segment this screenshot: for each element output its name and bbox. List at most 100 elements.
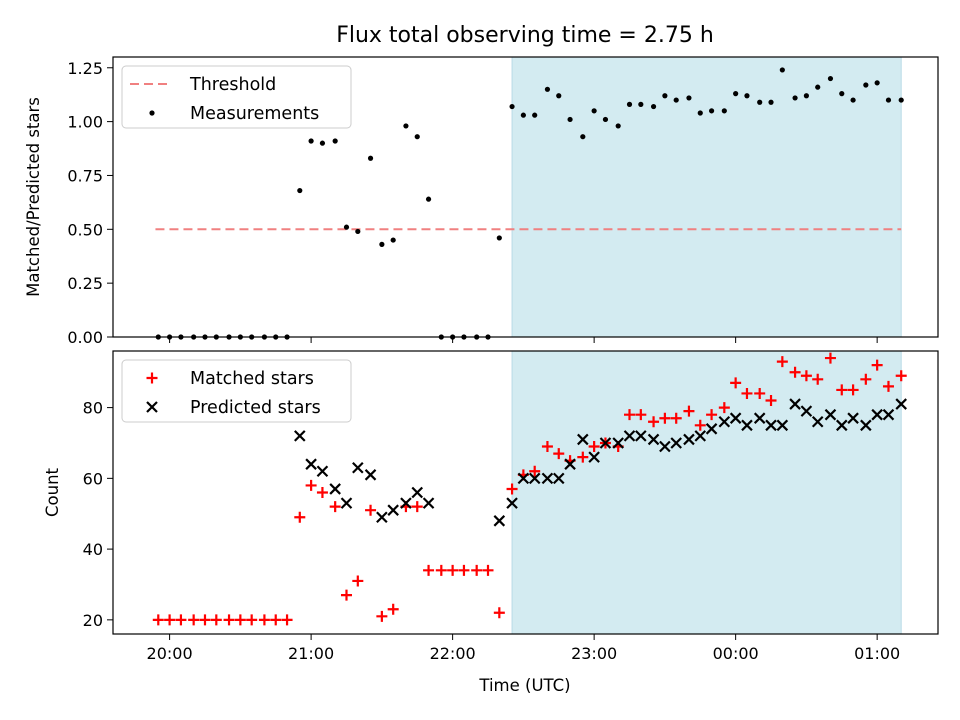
predicted-point	[623, 430, 636, 442]
legend-label: Measurements	[190, 104, 319, 124]
matched-point	[824, 352, 836, 364]
axes-frame	[112, 350, 939, 635]
matched-point	[164, 614, 176, 626]
predicted-point	[871, 408, 883, 421]
predicted-point	[411, 486, 424, 499]
predicted-point	[882, 408, 895, 421]
predicted-point	[294, 430, 306, 442]
predicted-point	[895, 398, 907, 410]
predicted-point	[493, 515, 506, 527]
y-tick-label: 1.25	[67, 59, 103, 78]
measurement-point	[379, 241, 385, 247]
measurement-point	[697, 110, 703, 116]
measurement-point	[520, 112, 526, 118]
matched-point	[210, 614, 222, 626]
x-tick-label: 21:00	[288, 644, 334, 663]
matched-point	[706, 409, 718, 421]
matched-point	[506, 483, 518, 495]
measurement-point	[839, 91, 845, 97]
predicted-point	[506, 497, 518, 509]
x-tick-label: 00:00	[713, 644, 759, 663]
predicted-point	[541, 472, 554, 485]
predicted-point	[705, 423, 718, 435]
measurement-point	[650, 103, 657, 110]
x-tick-label: 23:00	[571, 644, 617, 663]
matched-point	[482, 564, 494, 576]
legend-predicted-swatch	[146, 401, 158, 413]
measurement-point	[662, 93, 668, 99]
matched-point	[365, 504, 377, 516]
matched-point	[718, 402, 730, 414]
measurement-point	[403, 123, 409, 129]
measurement-point	[425, 196, 432, 202]
predicted-point	[552, 472, 565, 485]
measurement-point	[297, 187, 303, 194]
matched-point	[316, 487, 328, 498]
matched-point	[234, 614, 246, 626]
y-tick-label: 1.00	[67, 113, 103, 132]
measurement-point	[580, 134, 586, 140]
measurement-point	[708, 108, 715, 114]
predicted-point	[670, 437, 682, 449]
predicted-point	[376, 511, 388, 524]
predicted-point	[517, 472, 530, 485]
matched-point	[624, 409, 636, 421]
measurement-point	[332, 138, 338, 144]
matched-point	[553, 448, 565, 460]
matched-point	[529, 465, 541, 477]
predicted-point	[635, 430, 647, 442]
matched-point	[258, 614, 270, 626]
y-axis-label: Count	[43, 467, 62, 517]
legend-label: Predicted stars	[190, 398, 321, 418]
predicted-point	[422, 497, 435, 509]
predicted-point	[789, 398, 801, 410]
predicted-point	[316, 465, 329, 478]
predicted-point	[577, 433, 589, 446]
matched-point	[882, 380, 894, 392]
measurement-point	[591, 108, 597, 114]
measurement-point	[721, 108, 727, 114]
measurement-point	[885, 97, 892, 103]
matched-point	[435, 564, 447, 576]
matched-point	[376, 610, 388, 622]
predicted-point	[659, 440, 671, 453]
measurement-point	[532, 112, 538, 118]
predicted-point	[564, 458, 576, 470]
legend-box	[121, 359, 352, 423]
predicted-point	[400, 497, 412, 509]
matched-point	[648, 416, 660, 428]
predicted-point	[694, 430, 707, 442]
matched-point	[223, 614, 235, 626]
measurement-point	[827, 75, 834, 82]
y-axis-label: Matched/Predicted stars	[24, 97, 43, 297]
predicted-point	[340, 497, 353, 509]
matched-point	[329, 501, 341, 513]
matched-point	[800, 370, 812, 382]
matched-point	[294, 511, 306, 523]
measurement-point	[733, 91, 739, 97]
measurement-point	[673, 97, 679, 103]
predicted-point	[647, 433, 660, 446]
matched-point	[776, 356, 788, 368]
matched-point	[199, 614, 211, 626]
measurement-point	[602, 116, 609, 123]
matched-point	[812, 373, 824, 385]
matched-point	[730, 377, 742, 389]
matched-point	[281, 614, 293, 626]
measurement-point	[414, 134, 420, 140]
legend: Matched stars Predicted stars	[121, 359, 352, 423]
measurement-point	[343, 224, 350, 230]
matched-point	[659, 412, 671, 424]
predicted-point	[364, 469, 377, 481]
y-tick-label: 0.00	[67, 328, 103, 347]
predicted-point	[729, 412, 742, 424]
measurement-point	[544, 86, 551, 92]
matched-point	[305, 479, 317, 491]
measurement-point	[874, 80, 880, 86]
series-matched-stars	[152, 352, 907, 626]
predicted-point	[329, 483, 341, 495]
matched-point	[411, 501, 423, 513]
matched-point	[577, 451, 589, 463]
legend-matched-swatch	[146, 372, 158, 384]
matched-point	[387, 603, 399, 615]
